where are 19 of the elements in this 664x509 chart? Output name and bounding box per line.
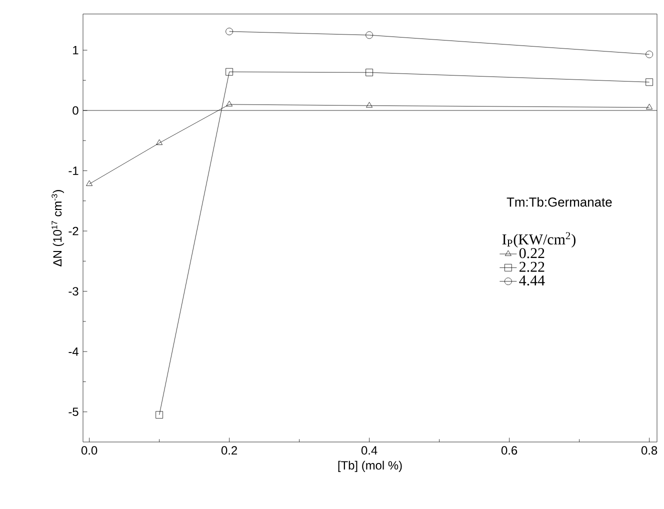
y-tick-label: -3 — [68, 287, 78, 296]
legend-label: 4.44 — [519, 276, 545, 286]
legend-title: I$_{P}$(KW/cm$^{2}$) — [502, 232, 576, 248]
y-tick-label: -2 — [68, 226, 78, 236]
x-tick-label: 0.8 — [641, 446, 658, 455]
x-tick-label: 0.6 — [501, 446, 518, 455]
y-tick-label: -1 — [68, 166, 78, 175]
x-tick-label: 0.4 — [361, 446, 378, 455]
x-tick-label: 0.0 — [81, 446, 98, 455]
y-axis-title: ΔN (10$^{17}$ cm$^{-3}$) — [52, 190, 64, 266]
y-tick-label: 0 — [72, 106, 78, 115]
legend-label: 0.22 — [519, 248, 544, 258]
legend-label: 2.22 — [520, 262, 544, 272]
y-tick-label: -5 — [68, 408, 78, 416]
annotation: Tm:Tb:Germanate — [506, 197, 612, 207]
y-tick-label: -4 — [68, 347, 78, 356]
y-tick-label: 1 — [73, 46, 78, 54]
x-tick-label: 0.2 — [221, 446, 238, 455]
x-axis-title: [Tb] (mol %) — [338, 460, 402, 472]
